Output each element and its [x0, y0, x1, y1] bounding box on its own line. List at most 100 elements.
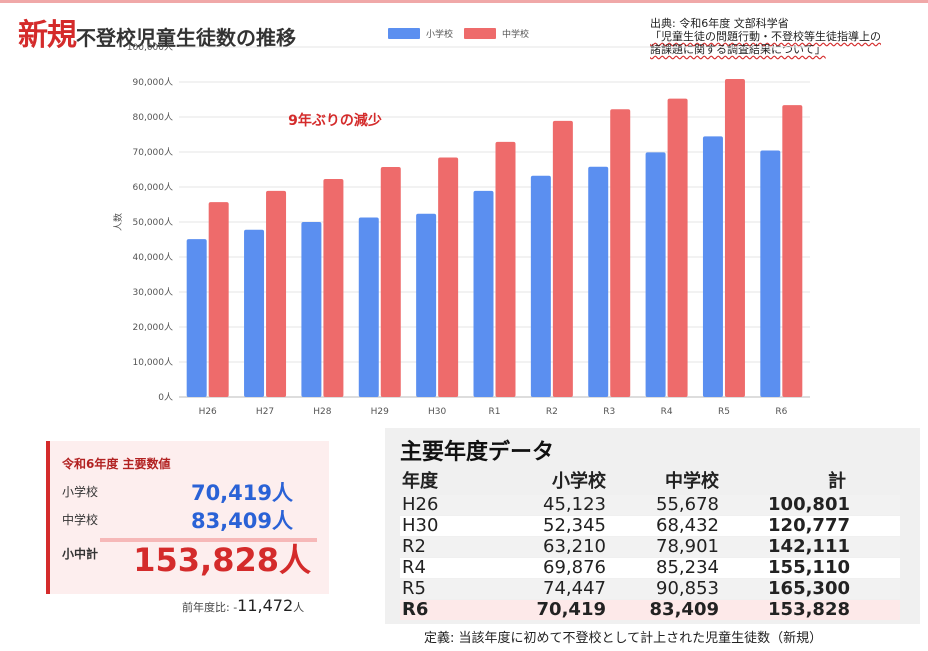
total-divider — [100, 538, 317, 542]
prev-label: 前年度比: - — [182, 601, 238, 614]
cell-year: H30 — [402, 515, 439, 536]
chart-annotation: 9年ぶりの減少 — [288, 112, 382, 129]
cell-total: 153,828 — [768, 599, 850, 620]
definition-note: 定義: 当該年度に初めて不登校として計上された児童生徒数（新規） — [424, 631, 823, 646]
page-title: 新規不登校児童生徒数の推移 — [18, 10, 296, 54]
table-row: H26 45,123 55,678 100,801 — [400, 495, 900, 515]
legend-label: 中学校 — [502, 28, 529, 40]
legend-swatch — [388, 28, 420, 39]
bar-elementary — [530, 175, 551, 397]
cell-elementary: 52,345 — [543, 515, 606, 536]
y-tick-label: 0人 — [158, 392, 173, 403]
cell-total: 155,110 — [768, 557, 850, 578]
cell-total: 165,300 — [768, 578, 850, 599]
y-tick-label: 90,000人 — [133, 77, 174, 88]
summary-card: 令和6年度 主要数値 小学校 70,419人 中学校 83,409人 小中計 1… — [46, 441, 329, 594]
table-row: R2 63,210 78,901 142,111 — [400, 537, 900, 557]
source-line-3: 諸課題に関する調査結果について」 — [650, 43, 826, 56]
cell-year: H26 — [402, 494, 439, 515]
elementary-label: 小学校 — [62, 485, 99, 499]
junior-label: 中学校 — [62, 513, 99, 527]
x-tick-label: R6 — [775, 407, 787, 417]
y-tick-label: 20,000人 — [133, 322, 174, 333]
x-tick-label: R3 — [603, 407, 615, 417]
cell-year: R6 — [402, 599, 429, 620]
y-tick-label: 100,000人 — [127, 42, 173, 53]
header-year: 年度 — [402, 471, 438, 492]
y-tick-label: 10,000人 — [133, 357, 174, 368]
cell-junior: 55,678 — [656, 494, 719, 515]
y-tick-label: 50,000人 — [133, 217, 174, 228]
bar-elementary — [358, 217, 379, 397]
bar-chart: 0人 10,000人 20,000人 30,000人 40,000人 50,000人 60,… — [112, 28, 810, 417]
bar-junior — [266, 190, 287, 397]
bar-junior — [323, 178, 344, 397]
cell-year: R2 — [402, 536, 426, 557]
bar-elementary — [588, 166, 609, 397]
cell-elementary: 45,123 — [543, 494, 606, 515]
prev-value: 11,472 — [237, 596, 294, 615]
title-main-label: 不登校児童生徒数の推移 — [76, 26, 296, 50]
bar-elementary — [645, 152, 666, 397]
bar-junior — [552, 120, 573, 397]
x-tick-label: H27 — [256, 407, 274, 417]
bar-junior — [380, 167, 401, 397]
source-note: 出典: 令和6年度 文部科学省 「児童生徒の問題行動・不登校等生徒指導上の 諸課… — [650, 17, 881, 56]
prev-unit: 人 — [293, 601, 305, 614]
x-tick-label: R1 — [489, 407, 501, 417]
bar-junior — [610, 109, 631, 398]
cell-total: 100,801 — [768, 494, 850, 515]
x-tick-label: H26 — [199, 407, 217, 417]
cell-total: 120,777 — [768, 515, 850, 536]
y-tick-label: 80,000人 — [133, 112, 174, 123]
cell-junior: 90,853 — [656, 578, 719, 599]
table-row: R5 74,447 90,853 165,300 — [400, 579, 900, 599]
x-tick-label: H29 — [371, 407, 389, 417]
cell-junior: 68,432 — [656, 515, 719, 536]
title-new-label: 新規 — [18, 18, 77, 53]
cell-year: R5 — [402, 578, 426, 599]
x-tick-label: H30 — [428, 407, 446, 417]
bar-junior — [667, 98, 688, 397]
source-line-2: 「児童生徒の問題行動・不登校等生徒指導上の — [650, 30, 881, 43]
bar-elementary — [473, 190, 494, 397]
header-junior: 中学校 — [665, 471, 719, 492]
y-tick-label: 30,000人 — [133, 287, 174, 298]
header-total: 計 — [828, 471, 846, 492]
total-label: 小中計 — [62, 547, 99, 561]
bar-elementary — [416, 213, 437, 397]
legend-swatch — [464, 28, 496, 39]
bar-junior — [782, 105, 803, 398]
cell-elementary: 69,876 — [543, 557, 606, 578]
cell-total: 142,111 — [768, 536, 850, 557]
cell-junior: 83,409 — [649, 599, 719, 620]
summary-heading: 令和6年度 主要数値 — [62, 457, 171, 471]
x-tick-label: R2 — [546, 407, 558, 417]
cell-junior: 78,901 — [656, 536, 719, 557]
cell-elementary: 63,210 — [543, 536, 606, 557]
bar-elementary — [301, 222, 322, 397]
year-over-year-change: 前年度比: -11,472人 — [182, 596, 304, 615]
x-tick-label: H28 — [313, 407, 331, 417]
bar-junior — [495, 141, 516, 397]
table-title: 主要年度データ — [400, 440, 555, 465]
cell-year: R4 — [402, 557, 426, 578]
y-tick-label: 40,000人 — [133, 252, 174, 263]
bar-elementary — [186, 239, 207, 397]
junior-value: 83,409人 — [190, 509, 293, 533]
cell-elementary: 74,447 — [543, 578, 606, 599]
legend-label: 小学校 — [426, 28, 453, 40]
x-tick-label: R4 — [661, 407, 673, 417]
y-tick-label: 60,000人 — [133, 182, 174, 193]
table-row: R4 69,876 85,234 155,110 — [400, 558, 900, 578]
elementary-value: 70,419人 — [190, 481, 293, 505]
total-value: 153,828人 — [133, 541, 311, 579]
top-accent-line — [0, 0, 928, 3]
table-row-highlight: R6 70,419 83,409 153,828 — [400, 600, 900, 620]
header-elementary: 小学校 — [552, 471, 606, 492]
bar-junior — [724, 79, 745, 398]
y-axis-label: 人数 — [112, 213, 124, 231]
bar-junior — [208, 202, 229, 397]
y-tick-label: 70,000人 — [133, 147, 174, 158]
source-line-1: 出典: 令和6年度 文部科学省 — [650, 17, 789, 30]
